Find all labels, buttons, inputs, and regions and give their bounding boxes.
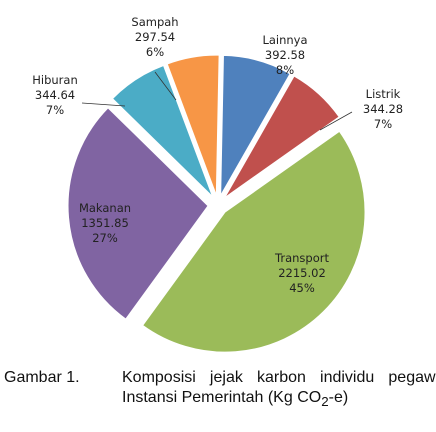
leader-line — [319, 111, 353, 131]
slice-name: Listrik — [366, 87, 401, 101]
pie-slice — [224, 75, 340, 199]
pie-slice — [67, 107, 209, 320]
caption-sub: 2 — [321, 394, 329, 410]
slice-value: 344.64 — [35, 88, 75, 102]
slice-percent: 27% — [92, 231, 118, 245]
slice-value: 2215.02 — [278, 266, 326, 280]
slice-name: Lainnya — [262, 33, 307, 47]
slice-percent: 8% — [276, 63, 294, 77]
pie-slice — [111, 64, 214, 197]
slice-value: 392.58 — [265, 48, 305, 62]
chart: Lainnya392.588%Listrik344.287%Transport2… — [32, 15, 403, 353]
slice-name: Sampah — [131, 15, 178, 29]
slice-value: 344.28 — [363, 102, 403, 116]
slice-name: Transport — [274, 251, 329, 265]
caption: Gambar 1. Komposisi jejak karbon individu… — [4, 368, 436, 412]
slice-percent: 45% — [289, 281, 315, 295]
slice-value: 297.54 — [135, 30, 175, 44]
pie-slice — [166, 54, 220, 196]
caption-tail: -e) — [328, 389, 349, 406]
leader-line — [81, 102, 126, 107]
slice-value: 1351.85 — [81, 216, 129, 230]
caption-text: Komposisi jejak karbon individu pegawai … — [122, 369, 436, 406]
pie-slice — [142, 130, 366, 353]
slice-percent: 7% — [46, 103, 64, 117]
slice-name: Hiburan — [32, 73, 78, 87]
slice-name: Makanan — [79, 201, 131, 215]
slice-percent: 6% — [146, 45, 164, 59]
pie-slice — [220, 54, 291, 196]
leader-line — [154, 71, 177, 101]
caption-label: Gambar 1. — [4, 369, 80, 386]
slice-percent: 7% — [374, 117, 392, 131]
